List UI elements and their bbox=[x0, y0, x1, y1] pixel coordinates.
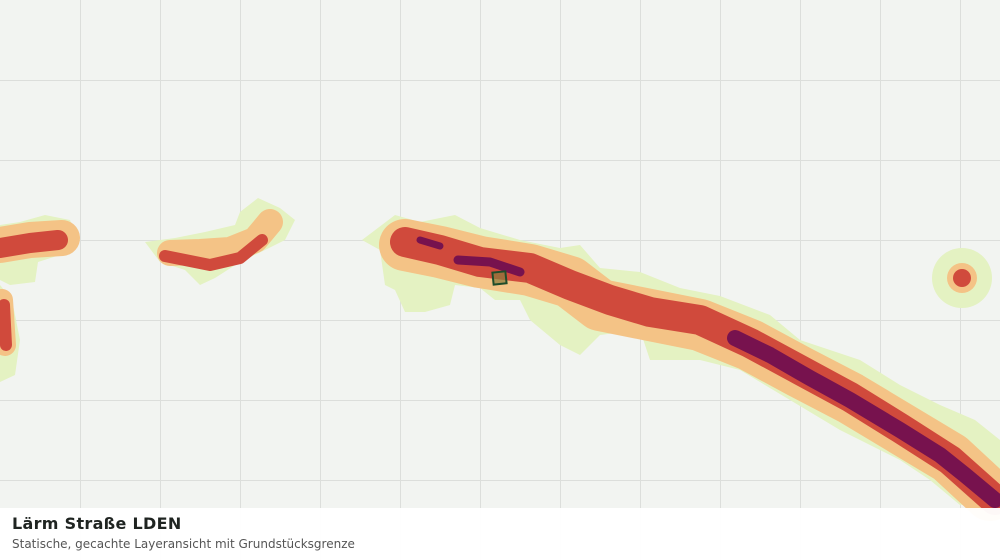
noise-area bbox=[416, 236, 444, 250]
noise-area bbox=[953, 269, 971, 287]
layer-title: Lärm Straße LDEN bbox=[12, 514, 182, 533]
parcel-boundary bbox=[491, 270, 508, 286]
noise-area bbox=[0, 230, 68, 258]
info-panel: Lärm Straße LDEN Statische, gecachte Lay… bbox=[0, 508, 1000, 560]
noise-zone-very-high bbox=[416, 236, 1000, 508]
noise-area bbox=[727, 330, 1000, 508]
noise-area bbox=[159, 234, 268, 271]
noise-area bbox=[453, 255, 525, 277]
noise-area bbox=[0, 299, 12, 351]
noise-area bbox=[157, 209, 283, 266]
layer-subtitle: Statische, gecachte Layeransicht mit Gru… bbox=[12, 537, 355, 551]
